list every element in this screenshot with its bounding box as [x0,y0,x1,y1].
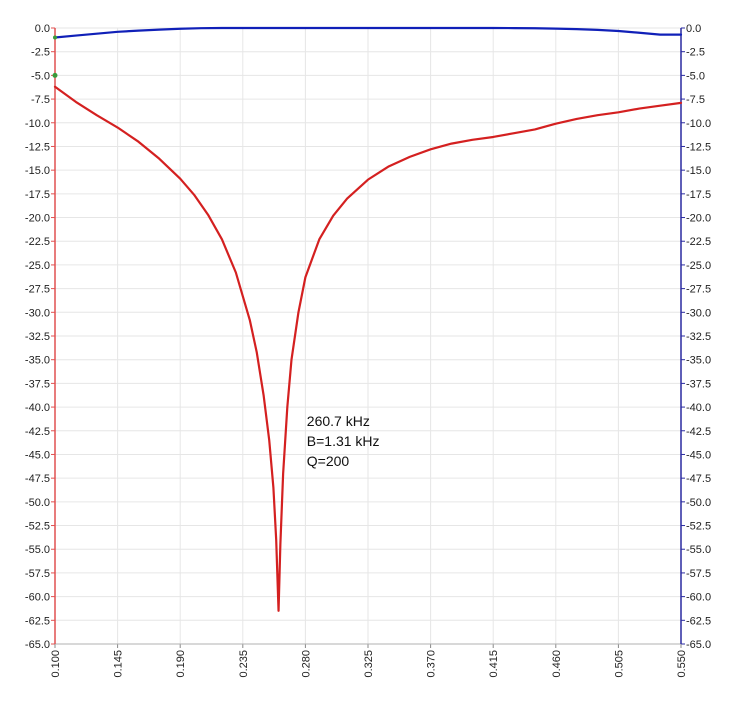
y-tick-label-left: -25.0 [25,260,50,272]
y-tick-label-right: -10.0 [686,118,711,130]
y-tick-label-left: -2.5 [31,47,50,59]
y-tick-label-right: -15.0 [686,165,711,177]
y-tick-label-right: 0.0 [686,23,701,35]
y-tick-label-right: -60.0 [686,592,711,604]
annotation-text-0: 260.7 kHz [307,413,370,429]
y-tick-label-left: -15.0 [25,165,50,177]
y-tick-label-left: -52.5 [25,521,50,533]
x-tick-label: 0.415 [488,650,500,678]
y-tick-label-left: -10.0 [25,118,50,130]
y-tick-label-right: -30.0 [686,307,711,319]
y-tick-label-right: -2.5 [686,47,705,59]
y-tick-label-right: -37.5 [686,378,711,390]
y-tick-label-right: -7.5 [686,94,705,106]
y-tick-label-right: -57.5 [686,568,711,580]
annotations: 260.7 kHz B=1.31 kHz Q=200 [307,413,380,469]
y-tick-label-right: -65.0 [686,639,711,651]
y-tick-label-left: -17.5 [25,189,50,201]
start-marker [52,72,58,78]
y-tick-label-left: -32.5 [25,331,50,343]
series-line-attenuation [53,85,683,612]
grid-lines [54,27,682,645]
x-tick-label: 0.550 [676,650,688,678]
x-tick-label: 0.325 [363,650,375,678]
y-tick-label-left: -55.0 [25,544,50,556]
y-tick-label-left: -12.5 [25,141,50,153]
y-tick-label-right: -52.5 [686,521,711,533]
y-tick-label-left: -62.5 [25,615,50,627]
x-tick-label: 0.370 [426,650,438,678]
y-tick-label-right: -62.5 [686,615,711,627]
x-tick-label: 0.460 [551,650,563,678]
annotation-text-2: Q=200 [307,453,350,469]
y-tick-label-left: -20.0 [25,213,50,225]
y-tick-label-right: -22.5 [686,236,711,248]
y-tick-label-left: -42.5 [25,426,50,438]
start-marker [53,35,57,40]
y-tick-label-right: -20.0 [686,213,711,225]
y-tick-label-right: -42.5 [686,426,711,438]
axes: 0.0 -2.5 -5.0 -7.5 -10.0 -12.5 -15.0 -17.5 -20.0… [25,23,711,678]
y-tick-label-right: -5.0 [686,70,705,82]
y-tick-label-right: -45.0 [686,449,711,461]
annotation-text-1: B=1.31 kHz [307,433,380,449]
y-tick-label-left: -60.0 [25,592,50,604]
y-tick-label-right: -27.5 [686,284,711,296]
y-tick-label-right: -12.5 [686,141,711,153]
series-lines [52,26,683,612]
y-tick-label-left: 0.0 [35,23,50,35]
y-tick-label-right: -35.0 [686,355,711,367]
y-tick-label-right: -55.0 [686,544,711,556]
x-tick-label: 0.235 [238,650,250,678]
y-tick-label-left: -22.5 [25,236,50,248]
y-tick-label-left: -65.0 [25,639,50,651]
y-tick-label-left: -50.0 [25,497,50,509]
y-tick-label-right: -25.0 [686,260,711,272]
x-tick-label: 0.280 [300,650,312,678]
y-tick-label-left: -35.0 [25,355,50,367]
y-tick-label-left: -37.5 [25,378,50,390]
x-tick-label: 0.190 [175,650,187,678]
y-tick-label-right: -32.5 [686,331,711,343]
y-tick-label-right: -17.5 [686,189,711,201]
y-tick-label-left: -7.5 [31,94,50,106]
y-tick-label-left: -57.5 [25,568,50,580]
x-tick-label: 0.100 [50,650,62,678]
y-tick-label-left: -40.0 [25,402,50,414]
series-line-secondary [53,26,683,39]
y-tick-label-right: -40.0 [686,402,711,414]
y-tick-label-right: -50.0 [686,497,711,509]
y-tick-label-left: -27.5 [25,284,50,296]
y-tick-label-left: -5.0 [31,70,50,82]
y-tick-label-right: -47.5 [686,473,711,485]
x-tick-label: 0.505 [613,650,625,678]
y-tick-label-left: -47.5 [25,473,50,485]
y-tick-label-left: -45.0 [25,449,50,461]
y-tick-label-left: -30.0 [25,307,50,319]
x-tick-label: 0.145 [113,650,125,678]
